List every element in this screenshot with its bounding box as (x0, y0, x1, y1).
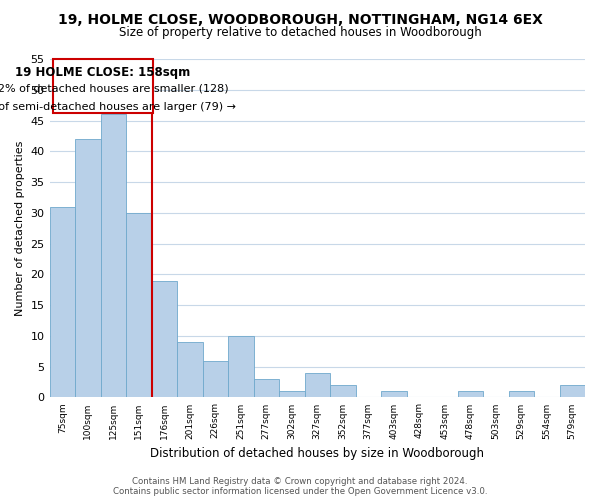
Bar (560, 385, 585, 398)
Y-axis label: Number of detached properties: Number of detached properties (15, 140, 25, 316)
Bar (152, 280, 177, 398)
Bar (279, 392, 305, 398)
Bar (330, 385, 356, 398)
Bar (458, 392, 483, 398)
Text: 19, HOLME CLOSE, WOODBOROUGH, NOTTINGHAM, NG14 6EX: 19, HOLME CLOSE, WOODBOROUGH, NOTTINGHAM… (58, 12, 542, 26)
Bar (53, 59, 153, 113)
X-axis label: Distribution of detached houses by size in Woodborough: Distribution of detached houses by size … (150, 447, 484, 460)
Bar (177, 342, 203, 398)
Bar (381, 392, 407, 398)
Text: 38% of semi-detached houses are larger (79) →: 38% of semi-detached houses are larger (… (0, 102, 236, 112)
Bar (50, 206, 75, 398)
Bar (254, 379, 279, 398)
Bar (305, 373, 330, 398)
Text: Contains public sector information licensed under the Open Government Licence v3: Contains public sector information licen… (113, 487, 487, 496)
Text: Size of property relative to detached houses in Woodborough: Size of property relative to detached ho… (119, 26, 481, 39)
Text: ← 62% of detached houses are smaller (128): ← 62% of detached houses are smaller (12… (0, 84, 229, 94)
Bar (509, 392, 534, 398)
Bar (126, 213, 152, 398)
Bar (75, 139, 101, 398)
Bar (228, 336, 254, 398)
Bar (203, 360, 228, 398)
Text: Contains HM Land Registry data © Crown copyright and database right 2024.: Contains HM Land Registry data © Crown c… (132, 477, 468, 486)
Text: 19 HOLME CLOSE: 158sqm: 19 HOLME CLOSE: 158sqm (16, 66, 191, 80)
Bar (101, 114, 126, 398)
